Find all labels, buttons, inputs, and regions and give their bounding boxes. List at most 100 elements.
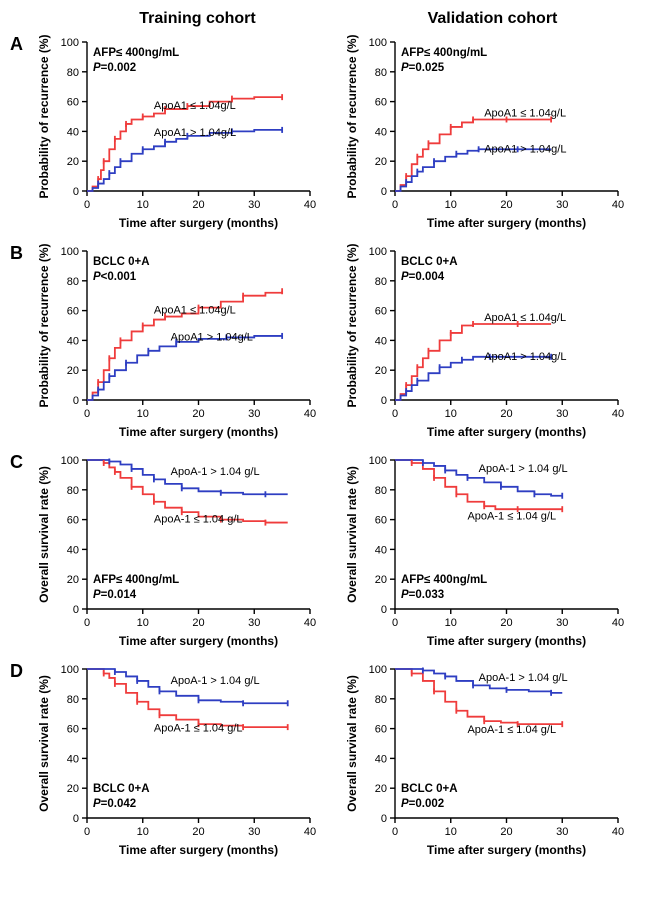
chart-panel: 010203040020406080100Probability of recu… — [340, 28, 640, 233]
svg-text:20: 20 — [375, 783, 387, 795]
svg-text:20: 20 — [67, 365, 79, 377]
svg-text:Time after surgery (months): Time after surgery (months) — [119, 425, 278, 439]
svg-text:10: 10 — [137, 199, 149, 211]
svg-text:0: 0 — [381, 395, 387, 407]
svg-text:10: 10 — [445, 199, 457, 211]
chart-panel: 010203040020406080100Overall survival ra… — [340, 446, 640, 651]
svg-text:60: 60 — [67, 97, 79, 109]
svg-text:40: 40 — [612, 199, 624, 211]
svg-text:60: 60 — [67, 306, 79, 318]
svg-text:10: 10 — [137, 408, 149, 420]
svg-text:20: 20 — [500, 617, 512, 629]
panel-pair: 010203040020406080100Probability of recu… — [32, 237, 640, 442]
svg-text:100: 100 — [61, 246, 79, 258]
svg-text:10: 10 — [445, 617, 457, 629]
svg-text:30: 30 — [556, 826, 568, 838]
row-label: D — [10, 655, 32, 682]
svg-text:0: 0 — [84, 826, 90, 838]
svg-text:0: 0 — [392, 617, 398, 629]
svg-text:Time after surgery (months): Time after surgery (months) — [119, 843, 278, 857]
panel-pair: 0 10 20 30 40 0 20 40 60 80 100 Overall survival ra… — [32, 655, 640, 860]
svg-text:Time after surgery (months): Time after surgery (months) — [427, 425, 586, 439]
svg-text:AFP≤ 400ng/mL: AFP≤ 400ng/mL — [401, 574, 487, 586]
svg-text:40: 40 — [67, 126, 79, 138]
svg-text:80: 80 — [375, 694, 387, 706]
svg-text:100: 100 — [61, 37, 79, 49]
svg-text:Overall survival rate (%): Overall survival rate (%) — [37, 675, 51, 812]
svg-text:Probability of recurrence (%): Probability of recurrence (%) — [345, 243, 359, 407]
svg-text:40: 40 — [612, 408, 624, 420]
svg-text:100: 100 — [61, 455, 79, 467]
svg-text:30: 30 — [248, 199, 260, 211]
svg-text:ApoA-1 > 1.04 g/L: ApoA-1 > 1.04 g/L — [171, 675, 260, 687]
svg-text:0: 0 — [84, 408, 90, 420]
row-label: C — [10, 446, 32, 473]
svg-text:ApoA1 ≤ 1.04g/L: ApoA1 ≤ 1.04g/L — [484, 108, 566, 120]
svg-text:10: 10 — [445, 826, 457, 838]
chart-panel: 010203040020406080100Probability of recu… — [32, 28, 332, 233]
svg-text:ApoA-1 ≤ 1.04 g/L: ApoA-1 ≤ 1.04 g/L — [154, 514, 243, 526]
svg-text:10: 10 — [137, 826, 149, 838]
svg-text:ApoA1 ≤ 1.04g/L: ApoA1 ≤ 1.04g/L — [154, 100, 236, 112]
svg-text:40: 40 — [304, 617, 316, 629]
svg-text:20: 20 — [67, 156, 79, 168]
svg-text:Probability of recurrence (%): Probability of recurrence (%) — [37, 243, 51, 407]
svg-text:40: 40 — [67, 335, 79, 347]
svg-text:20: 20 — [500, 408, 512, 420]
svg-text:0: 0 — [392, 199, 398, 211]
row-label: A — [10, 28, 32, 55]
svg-text:100: 100 — [369, 246, 387, 258]
svg-text:20: 20 — [192, 408, 204, 420]
svg-text:40: 40 — [67, 544, 79, 556]
chart-panel: 010203040020406080100Probability of recu… — [32, 237, 332, 442]
svg-text:Overall survival rate (%): Overall survival rate (%) — [345, 675, 359, 812]
col-header-validation: Validation cohort — [345, 10, 640, 28]
svg-text:20: 20 — [192, 199, 204, 211]
col-header-training: Training cohort — [50, 10, 345, 28]
svg-text:60: 60 — [375, 306, 387, 318]
svg-text:0: 0 — [73, 395, 79, 407]
svg-text:AFP≤ 400ng/mL: AFP≤ 400ng/mL — [93, 574, 179, 586]
svg-text:AFP≤ 400ng/mL: AFP≤ 400ng/mL — [401, 47, 487, 59]
svg-text:30: 30 — [556, 199, 568, 211]
svg-text:40: 40 — [612, 826, 624, 838]
figure-row: C010203040020406080100Overall survival r… — [10, 446, 640, 651]
svg-text:100: 100 — [61, 664, 79, 676]
svg-text:Time after surgery (months): Time after surgery (months) — [427, 634, 586, 648]
svg-text:0: 0 — [381, 186, 387, 198]
svg-text:P=0.004: P=0.004 — [401, 271, 445, 283]
svg-text:0: 0 — [73, 813, 79, 825]
svg-text:60: 60 — [67, 515, 79, 527]
svg-text:30: 30 — [556, 617, 568, 629]
svg-text:ApoA-1 ≤ 1.04 g/L: ApoA-1 ≤ 1.04 g/L — [154, 723, 243, 735]
svg-text:Time after surgery (months): Time after surgery (months) — [119, 216, 278, 230]
svg-text:P=0.002: P=0.002 — [93, 62, 136, 74]
svg-text:BCLC 0+A: BCLC 0+A — [401, 783, 458, 795]
svg-text:ApoA-1 > 1.04 g/L: ApoA-1 > 1.04 g/L — [479, 463, 568, 475]
svg-text:20: 20 — [375, 365, 387, 377]
svg-text:60: 60 — [67, 724, 79, 736]
svg-text:0: 0 — [84, 199, 90, 211]
svg-text:0: 0 — [84, 617, 90, 629]
svg-text:ApoA1 ≤ 1.04g/L: ApoA1 ≤ 1.04g/L — [484, 312, 566, 324]
svg-text:ApoA-1 ≤ 1.04 g/L: ApoA-1 ≤ 1.04 g/L — [467, 511, 556, 523]
svg-text:80: 80 — [67, 67, 79, 79]
panel-pair: 010203040020406080100Overall survival ra… — [32, 446, 640, 651]
svg-text:20: 20 — [500, 826, 512, 838]
svg-text:0: 0 — [73, 186, 79, 198]
svg-text:40: 40 — [304, 199, 316, 211]
svg-text:10: 10 — [445, 408, 457, 420]
svg-text:40: 40 — [375, 753, 387, 765]
svg-text:20: 20 — [67, 783, 79, 795]
svg-text:AFP≤ 400ng/mL: AFP≤ 400ng/mL — [93, 47, 179, 59]
chart-panel: 010203040020406080100Overall survival ra… — [340, 655, 640, 860]
svg-text:20: 20 — [192, 617, 204, 629]
chart-panel: 010203040020406080100Overall survival ra… — [32, 446, 332, 651]
svg-text:P=0.002: P=0.002 — [401, 798, 444, 810]
svg-text:P=0.014: P=0.014 — [93, 589, 137, 601]
svg-text:20: 20 — [375, 156, 387, 168]
svg-text:80: 80 — [375, 485, 387, 497]
panel-pair: 010203040020406080100Probability of recu… — [32, 28, 640, 233]
svg-text:P=0.042: P=0.042 — [93, 798, 136, 810]
svg-text:100: 100 — [369, 664, 387, 676]
